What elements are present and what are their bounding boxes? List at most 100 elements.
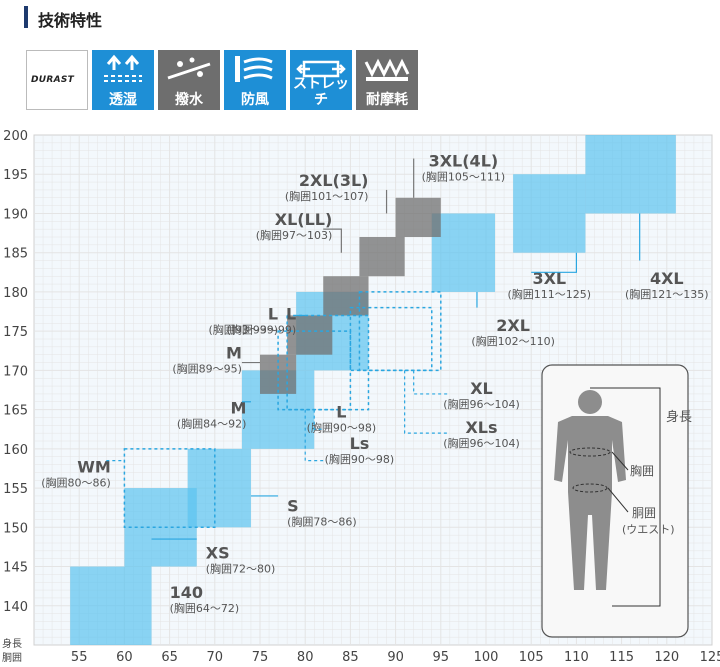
feature-label: 撥水 bbox=[175, 92, 203, 108]
x-tick-label: 75 bbox=[252, 650, 269, 665]
size-label: M bbox=[231, 399, 247, 418]
y-tick-label: 200 bbox=[3, 129, 28, 144]
chest-range-label: (胸囲90〜98) bbox=[325, 452, 395, 466]
chest-range-label: (胸囲102〜110) bbox=[471, 334, 555, 348]
size-label: 3XL bbox=[532, 269, 566, 288]
y-tick-label: 150 bbox=[3, 521, 28, 536]
height-bracket bbox=[590, 387, 661, 607]
ladies-size-box bbox=[323, 276, 369, 316]
y-tick-label: 180 bbox=[3, 286, 28, 301]
leader-line bbox=[304, 409, 324, 462]
abrasion-resistant-icon: 耐摩耗 bbox=[356, 50, 418, 110]
figure-body bbox=[554, 416, 626, 590]
leader-line bbox=[413, 370, 450, 395]
chest-range-label: (胸囲111〜125) bbox=[507, 287, 591, 301]
ladies-size-box bbox=[395, 197, 441, 237]
x-tick-label: 80 bbox=[297, 650, 314, 665]
x-tick-label: 55 bbox=[71, 650, 88, 665]
chest-range-label: (胸囲96〜104) bbox=[443, 436, 520, 450]
feature-label: ストレッチ bbox=[293, 76, 349, 108]
y-tick-label: 165 bbox=[3, 404, 28, 419]
dashed-size-box bbox=[286, 314, 370, 411]
chest-range-label: (胸囲93〜99) bbox=[209, 322, 279, 336]
chest-range-label: (胸囲89〜95) bbox=[172, 362, 242, 376]
size-label: 2XL bbox=[496, 316, 530, 335]
moisture-permeable-icon: 透湿 bbox=[92, 50, 154, 110]
figure-head bbox=[578, 390, 602, 414]
y-tick-label: 155 bbox=[3, 482, 28, 497]
leader-line bbox=[313, 409, 324, 430]
size-label: 2XL(3L) bbox=[299, 171, 369, 190]
water-repellent-icon: 撥水 bbox=[158, 50, 220, 110]
size-label: 3XL(4L) bbox=[429, 151, 499, 170]
y-tick-label: 195 bbox=[3, 168, 28, 183]
x-tick-label: 115 bbox=[609, 650, 634, 665]
x-tick-label: 65 bbox=[161, 650, 178, 665]
feature-label: 耐摩耗 bbox=[366, 92, 408, 108]
y-tick-label: 190 bbox=[3, 207, 28, 222]
size-label: XS bbox=[206, 544, 230, 563]
size-label: 4XL bbox=[650, 269, 684, 288]
size-label: L bbox=[336, 402, 346, 421]
ladies-size-box bbox=[359, 237, 405, 277]
y-axis-label: 身長 bbox=[2, 637, 22, 650]
chest-range-label: (胸囲64〜72) bbox=[170, 601, 240, 615]
size-label: L bbox=[268, 304, 278, 323]
windproof-icon: 防風 bbox=[224, 50, 286, 110]
chest-range-label: (胸囲84〜92) bbox=[177, 417, 247, 431]
size-label: S bbox=[287, 497, 299, 516]
mens-size-box bbox=[513, 174, 586, 253]
y-tick-label: 140 bbox=[3, 600, 28, 615]
waist-legend-sub-label: (ウエスト) bbox=[622, 523, 675, 536]
chest-range-label: (胸囲101〜107) bbox=[285, 189, 369, 203]
x-tick-label: 100 bbox=[474, 650, 499, 665]
chest-range-label: (胸囲72〜80) bbox=[206, 562, 276, 576]
size-label: XL(LL) bbox=[275, 210, 333, 229]
size-chart: 140 145 150 155 160 165 170 175 180 185 190 195 200 5… bbox=[2, 129, 720, 665]
waist-legend-label: 胴囲 bbox=[632, 506, 656, 520]
body-figure-legend bbox=[541, 364, 689, 638]
leader-line bbox=[404, 370, 450, 434]
brand-label: DURAST bbox=[31, 75, 75, 85]
x-tick-label: 125 bbox=[700, 650, 720, 665]
feature-label: 防風 bbox=[241, 92, 269, 108]
y-tick-label: 160 bbox=[3, 443, 28, 458]
size-label: M bbox=[226, 344, 242, 363]
ladies-size-box bbox=[287, 315, 333, 355]
dashed-size-box bbox=[358, 291, 442, 372]
chest-marker bbox=[569, 447, 611, 457]
mens-size-box bbox=[187, 448, 251, 528]
waist-marker bbox=[572, 483, 608, 493]
x-tick-label: 120 bbox=[654, 650, 679, 665]
x-tick-label: 105 bbox=[519, 650, 544, 665]
x-tick-label: 110 bbox=[564, 650, 589, 665]
mens-size-box bbox=[431, 213, 496, 292]
figure-frame bbox=[541, 364, 689, 638]
chest-range-label: (胸囲90〜98) bbox=[307, 420, 377, 434]
y-tick-label: 170 bbox=[3, 364, 28, 379]
size-label: XL bbox=[470, 379, 493, 398]
chest-range-label: (胸囲105〜111) bbox=[422, 169, 506, 183]
chest-range-label: (胸囲96〜104) bbox=[443, 397, 520, 411]
size-label: WM bbox=[77, 457, 111, 476]
size-label: Ls bbox=[350, 434, 370, 453]
feature-label: 透湿 bbox=[109, 92, 137, 108]
y-tick-label: 145 bbox=[3, 561, 28, 576]
x-tick-label: 60 bbox=[116, 650, 133, 665]
leader-line bbox=[323, 228, 342, 253]
chest-leader bbox=[611, 451, 629, 471]
section-header: 技術特性 bbox=[24, 4, 714, 32]
durast-logo: DURAST bbox=[26, 50, 88, 110]
chest-range-label: (胸囲78〜86) bbox=[287, 515, 357, 529]
chest-range-label: (胸囲121〜135) bbox=[625, 287, 709, 301]
chest-range-label: (胸囲97〜103) bbox=[256, 228, 333, 242]
stretch-icon: ストレッチ bbox=[290, 50, 352, 110]
mens-size-box bbox=[70, 566, 152, 645]
x-tick-label: 85 bbox=[342, 650, 359, 665]
section-title: 技術特性 bbox=[38, 11, 103, 30]
chest-legend-label: 胸囲 bbox=[630, 463, 654, 478]
size-label: L bbox=[286, 304, 296, 323]
header-accent-bar bbox=[24, 6, 28, 28]
height-legend-label: 身長 bbox=[666, 409, 692, 425]
x-axis-label: 胴囲 bbox=[2, 652, 22, 664]
